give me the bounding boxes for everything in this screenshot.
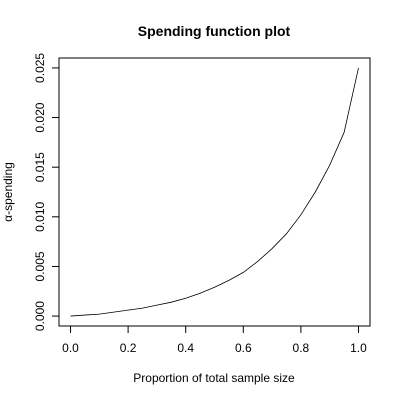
x-axis-label: Proportion of total sample size	[133, 371, 295, 385]
x-tick-label: 0.4	[177, 341, 194, 355]
y-axis-label: α-spending	[1, 162, 15, 222]
chart-title: Spending function plot	[138, 23, 291, 39]
y-tick-label: 0.015	[33, 152, 47, 182]
y-tick-label: 0.010	[33, 201, 47, 231]
y-tick-label: 0.020	[33, 102, 47, 132]
y-tick-label: 0.005	[33, 251, 47, 281]
x-tick-label: 0.2	[120, 341, 137, 355]
x-tick-label: 1.0	[350, 341, 367, 355]
y-tick-label: 0.025	[33, 53, 47, 83]
x-tick-label: 0.0	[62, 341, 79, 355]
x-tick-label: 0.6	[235, 341, 252, 355]
x-axis: 0.0 0.2 0.4 0.6 0.8 1.0	[62, 325, 367, 355]
spending-curve	[70, 67, 359, 317]
y-axis: 0.000 0.005 0.010 0.015 0.020 0.025	[33, 53, 60, 331]
x-tick-label: 0.8	[293, 341, 310, 355]
plot-frame	[58, 57, 371, 327]
y-tick-label: 0.000	[33, 301, 47, 331]
